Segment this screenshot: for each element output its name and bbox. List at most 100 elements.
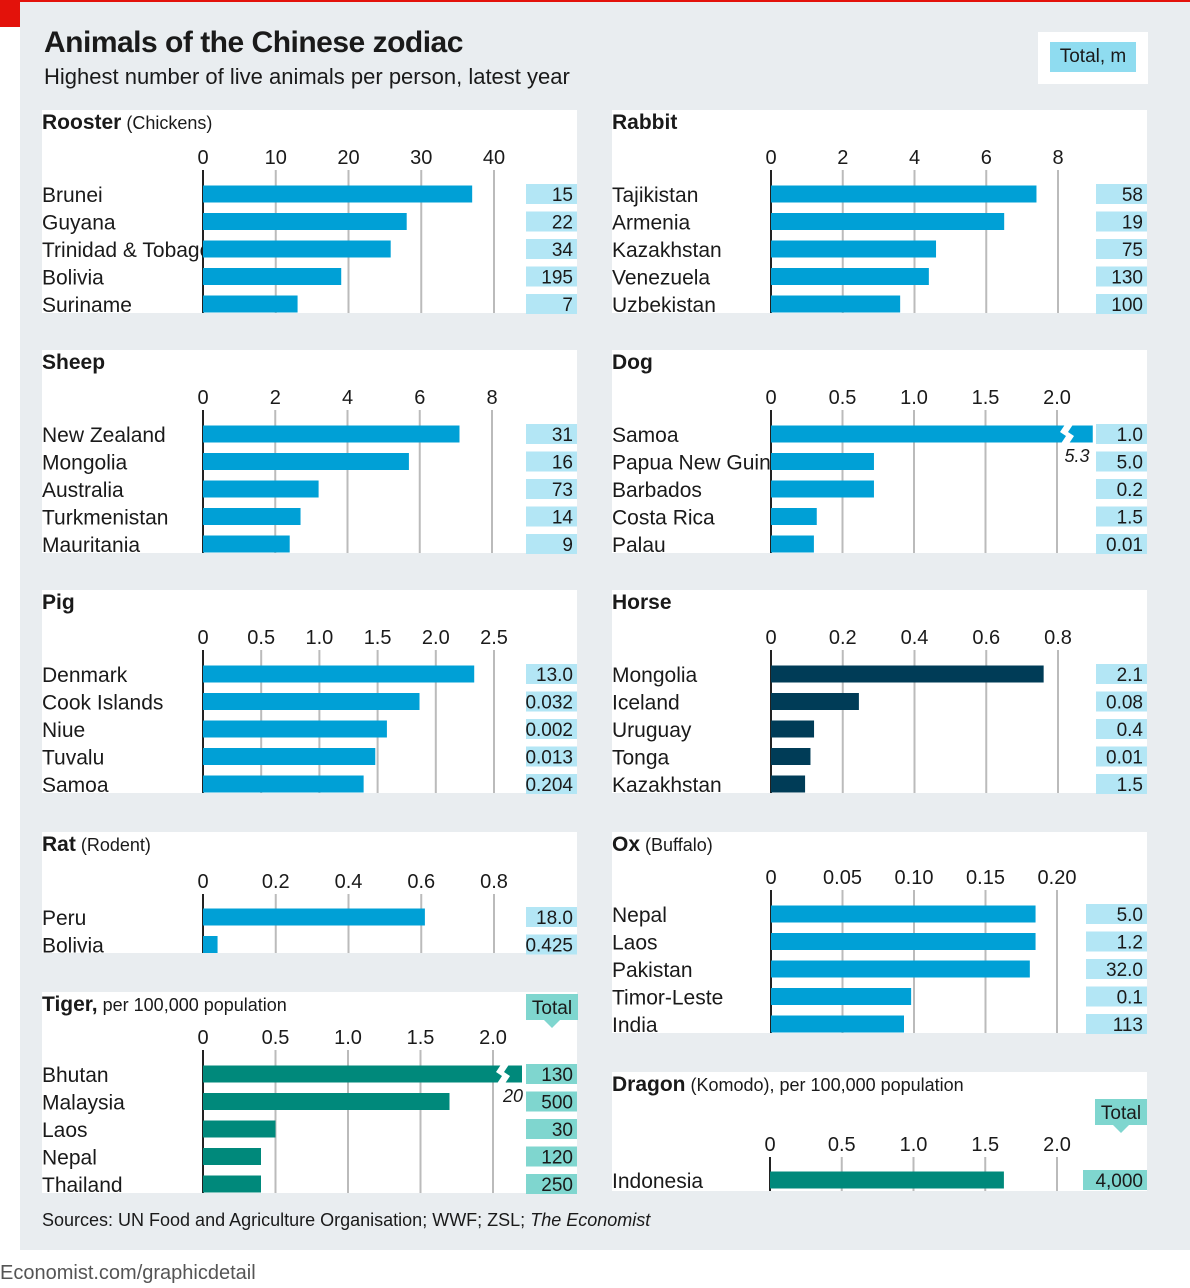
rat-tick-label-0: 0 xyxy=(197,871,208,893)
dog-bar-3 xyxy=(771,508,817,525)
rat-tick-label-4: 0.8 xyxy=(480,871,508,893)
rabbit-tick-label-4: 8 xyxy=(1052,147,1063,169)
page-subtitle: Highest number of live animals per perso… xyxy=(44,64,570,89)
rooster-total-box-2 xyxy=(526,239,577,259)
tiger-category-label-4: Thailand xyxy=(42,1174,123,1197)
tiger-category-label-3: Nepal xyxy=(42,1147,97,1170)
tiger-tick-label-1: 0.5 xyxy=(262,1027,290,1049)
pig-tick-label-3: 1.5 xyxy=(364,627,392,649)
tiger-axis-break xyxy=(496,1064,510,1084)
ox-total-box-1 xyxy=(1086,931,1147,952)
sheep-total-value-0: 31 xyxy=(552,425,573,446)
sheep-bar-1 xyxy=(203,453,409,470)
dragon-title-main: Dragon xyxy=(612,1073,686,1096)
rooster-total-value-1: 22 xyxy=(552,213,573,234)
tiger-total-tag-label: Total xyxy=(532,998,572,1019)
dog-total-box-3 xyxy=(1096,506,1147,527)
tiger-total-value-3: 120 xyxy=(541,1148,573,1169)
total-legend: Total, m xyxy=(1038,32,1148,84)
horse-panel xyxy=(612,590,1147,793)
rabbit-total-box-0 xyxy=(1096,184,1147,204)
dog-category-label-2: Barbados xyxy=(612,479,702,502)
horse-category-label-0: Mongolia xyxy=(612,664,698,687)
dragon-bar-0 xyxy=(770,1171,1004,1189)
rooster-category-label-0: Brunei xyxy=(42,184,103,207)
dog-total-box-1 xyxy=(1096,451,1147,472)
rooster-tick-label-1: 10 xyxy=(265,147,287,169)
rabbit-bar-2 xyxy=(771,240,937,258)
rooster-category-label-4: Suriname xyxy=(42,294,132,317)
rat-tick-label-2: 0.4 xyxy=(335,871,363,893)
tiger-tick-label-4: 2.0 xyxy=(479,1027,507,1049)
pig-category-label-3: Tuvalu xyxy=(42,747,104,770)
horse-total-value-2: 0.4 xyxy=(1117,720,1144,741)
horse-bar-1 xyxy=(771,693,859,710)
dog-total-box-2 xyxy=(1096,479,1147,499)
pig-total-value-1: 0.032 xyxy=(525,693,573,714)
sheep-panel xyxy=(42,350,577,553)
pig-category-label-1: Cook Islands xyxy=(42,692,163,715)
dragon-total-tag-label: Total xyxy=(1101,1103,1141,1124)
ox-title-note: (Buffalo) xyxy=(640,835,713,855)
tiger-tick-label-3: 1.5 xyxy=(407,1027,435,1049)
ox-category-label-4: India xyxy=(612,1014,658,1037)
dragon-title: Dragon (Komodo), per 100,000 population xyxy=(612,1073,964,1096)
horse-total-value-4: 1.5 xyxy=(1117,775,1143,796)
dragon-total-box-0 xyxy=(1083,1170,1147,1190)
rooster-total-value-0: 15 xyxy=(552,185,573,206)
horse-bar-0 xyxy=(771,665,1044,683)
dragon-tick-label-1: 0.5 xyxy=(828,1134,856,1156)
site-link[interactable]: Economist.com/graphicdetail xyxy=(0,1262,256,1284)
rat-panel xyxy=(42,832,577,953)
sheep-category-label-3: Turkmenistan xyxy=(42,507,168,530)
pig-tick-label-2: 1.0 xyxy=(305,627,333,649)
tiger-total-tag-box xyxy=(526,994,578,1020)
rabbit-total-box-4 xyxy=(1096,294,1147,314)
tiger-bar-0 xyxy=(203,1065,522,1083)
rat-title: Rat (Rodent) xyxy=(42,833,151,856)
ox-tick-label-4: 0.20 xyxy=(1038,867,1077,889)
pig-title-main: Pig xyxy=(42,591,75,614)
sheep-total-box-2 xyxy=(526,479,577,499)
dragon-title-note: (Komodo), per 100,000 population xyxy=(686,1075,964,1095)
dog-bar-4 xyxy=(771,535,814,553)
rooster-total-box-3 xyxy=(526,266,577,287)
ox-total-value-1: 1.2 xyxy=(1117,933,1143,954)
rat-total-value-0: 18.0 xyxy=(536,908,573,929)
horse-bar-4 xyxy=(771,775,806,793)
rabbit-tick-label-2: 4 xyxy=(909,147,920,169)
rooster-bar-1 xyxy=(203,213,407,230)
pig-tick-label-0: 0 xyxy=(197,627,208,649)
tiger-category-label-2: Laos xyxy=(42,1119,88,1142)
ox-bar-3 xyxy=(771,988,912,1005)
rabbit-total-value-2: 75 xyxy=(1122,240,1143,261)
pig-bar-2 xyxy=(203,720,387,738)
rat-bar-1 xyxy=(203,936,218,953)
rooster-category-label-2: Trinidad & Tobago xyxy=(42,239,211,262)
rabbit-tick-label-3: 6 xyxy=(981,147,992,169)
dragon-tick-label-0: 0 xyxy=(764,1134,775,1156)
tiger-title-note: per 100,000 population xyxy=(98,995,287,1015)
horse-total-value-1: 0.08 xyxy=(1106,693,1143,714)
rooster-total-value-4: 7 xyxy=(562,295,573,316)
dog-category-label-1: Papua New Guinea xyxy=(612,452,794,475)
rat-tick-label-1: 0.2 xyxy=(262,871,290,893)
tiger-break-label: 20 xyxy=(502,1086,523,1106)
sheep-bar-3 xyxy=(203,508,301,525)
tiger-title-main: Tiger, xyxy=(42,993,98,1016)
sheep-category-label-2: Australia xyxy=(42,479,124,502)
pig-tick-label-5: 2.5 xyxy=(480,627,508,649)
ox-total-value-4: 113 xyxy=(1113,1015,1143,1036)
pig-bar-0 xyxy=(203,665,475,683)
ox-title-main: Ox xyxy=(612,833,640,856)
horse-tick-label-2: 0.4 xyxy=(901,627,929,649)
pig-category-label-4: Samoa xyxy=(42,774,109,797)
rooster-bar-3 xyxy=(203,268,342,285)
rabbit-total-box-2 xyxy=(1096,239,1147,259)
dog-total-box-4 xyxy=(1096,534,1147,554)
page-title: Animals of the Chinese zodiac xyxy=(44,26,463,59)
rat-total-box-0 xyxy=(526,907,577,927)
horse-tick-label-0: 0 xyxy=(765,627,776,649)
horse-total-box-3 xyxy=(1096,746,1147,767)
